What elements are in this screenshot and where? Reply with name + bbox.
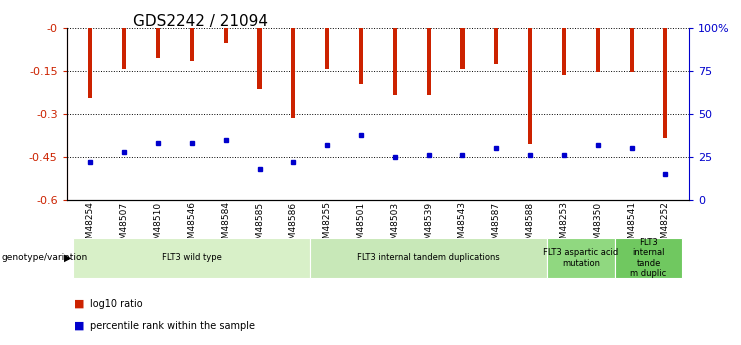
Text: ■: ■: [74, 321, 84, 331]
Bar: [156, 28, 160, 58]
Bar: [630, 28, 634, 72]
Text: FLT3
internal
tande
m duplic: FLT3 internal tande m duplic: [631, 238, 667, 278]
Text: log10 ratio: log10 ratio: [90, 299, 143, 308]
Bar: [460, 28, 465, 69]
Text: FLT3 aspartic acid
mutation: FLT3 aspartic acid mutation: [543, 248, 619, 268]
Text: FLT3 internal tandem duplications: FLT3 internal tandem duplications: [357, 253, 500, 263]
Bar: [663, 28, 668, 138]
Text: genotype/variation: genotype/variation: [1, 253, 87, 263]
Bar: [494, 28, 499, 63]
Text: ■: ■: [74, 299, 84, 308]
Bar: [291, 28, 296, 118]
Text: percentile rank within the sample: percentile rank within the sample: [90, 321, 256, 331]
Text: FLT3 wild type: FLT3 wild type: [162, 253, 222, 263]
Bar: [427, 28, 431, 95]
Bar: [122, 28, 126, 69]
Text: ▶: ▶: [64, 253, 72, 263]
Bar: [596, 28, 599, 72]
Bar: [88, 28, 93, 98]
Bar: [562, 28, 566, 75]
Text: GDS2242 / 21094: GDS2242 / 21094: [133, 14, 268, 29]
Bar: [359, 28, 363, 84]
Bar: [393, 28, 397, 95]
Bar: [325, 28, 329, 69]
Bar: [224, 28, 227, 43]
Bar: [257, 28, 262, 89]
Bar: [528, 28, 532, 144]
Bar: [190, 28, 194, 61]
